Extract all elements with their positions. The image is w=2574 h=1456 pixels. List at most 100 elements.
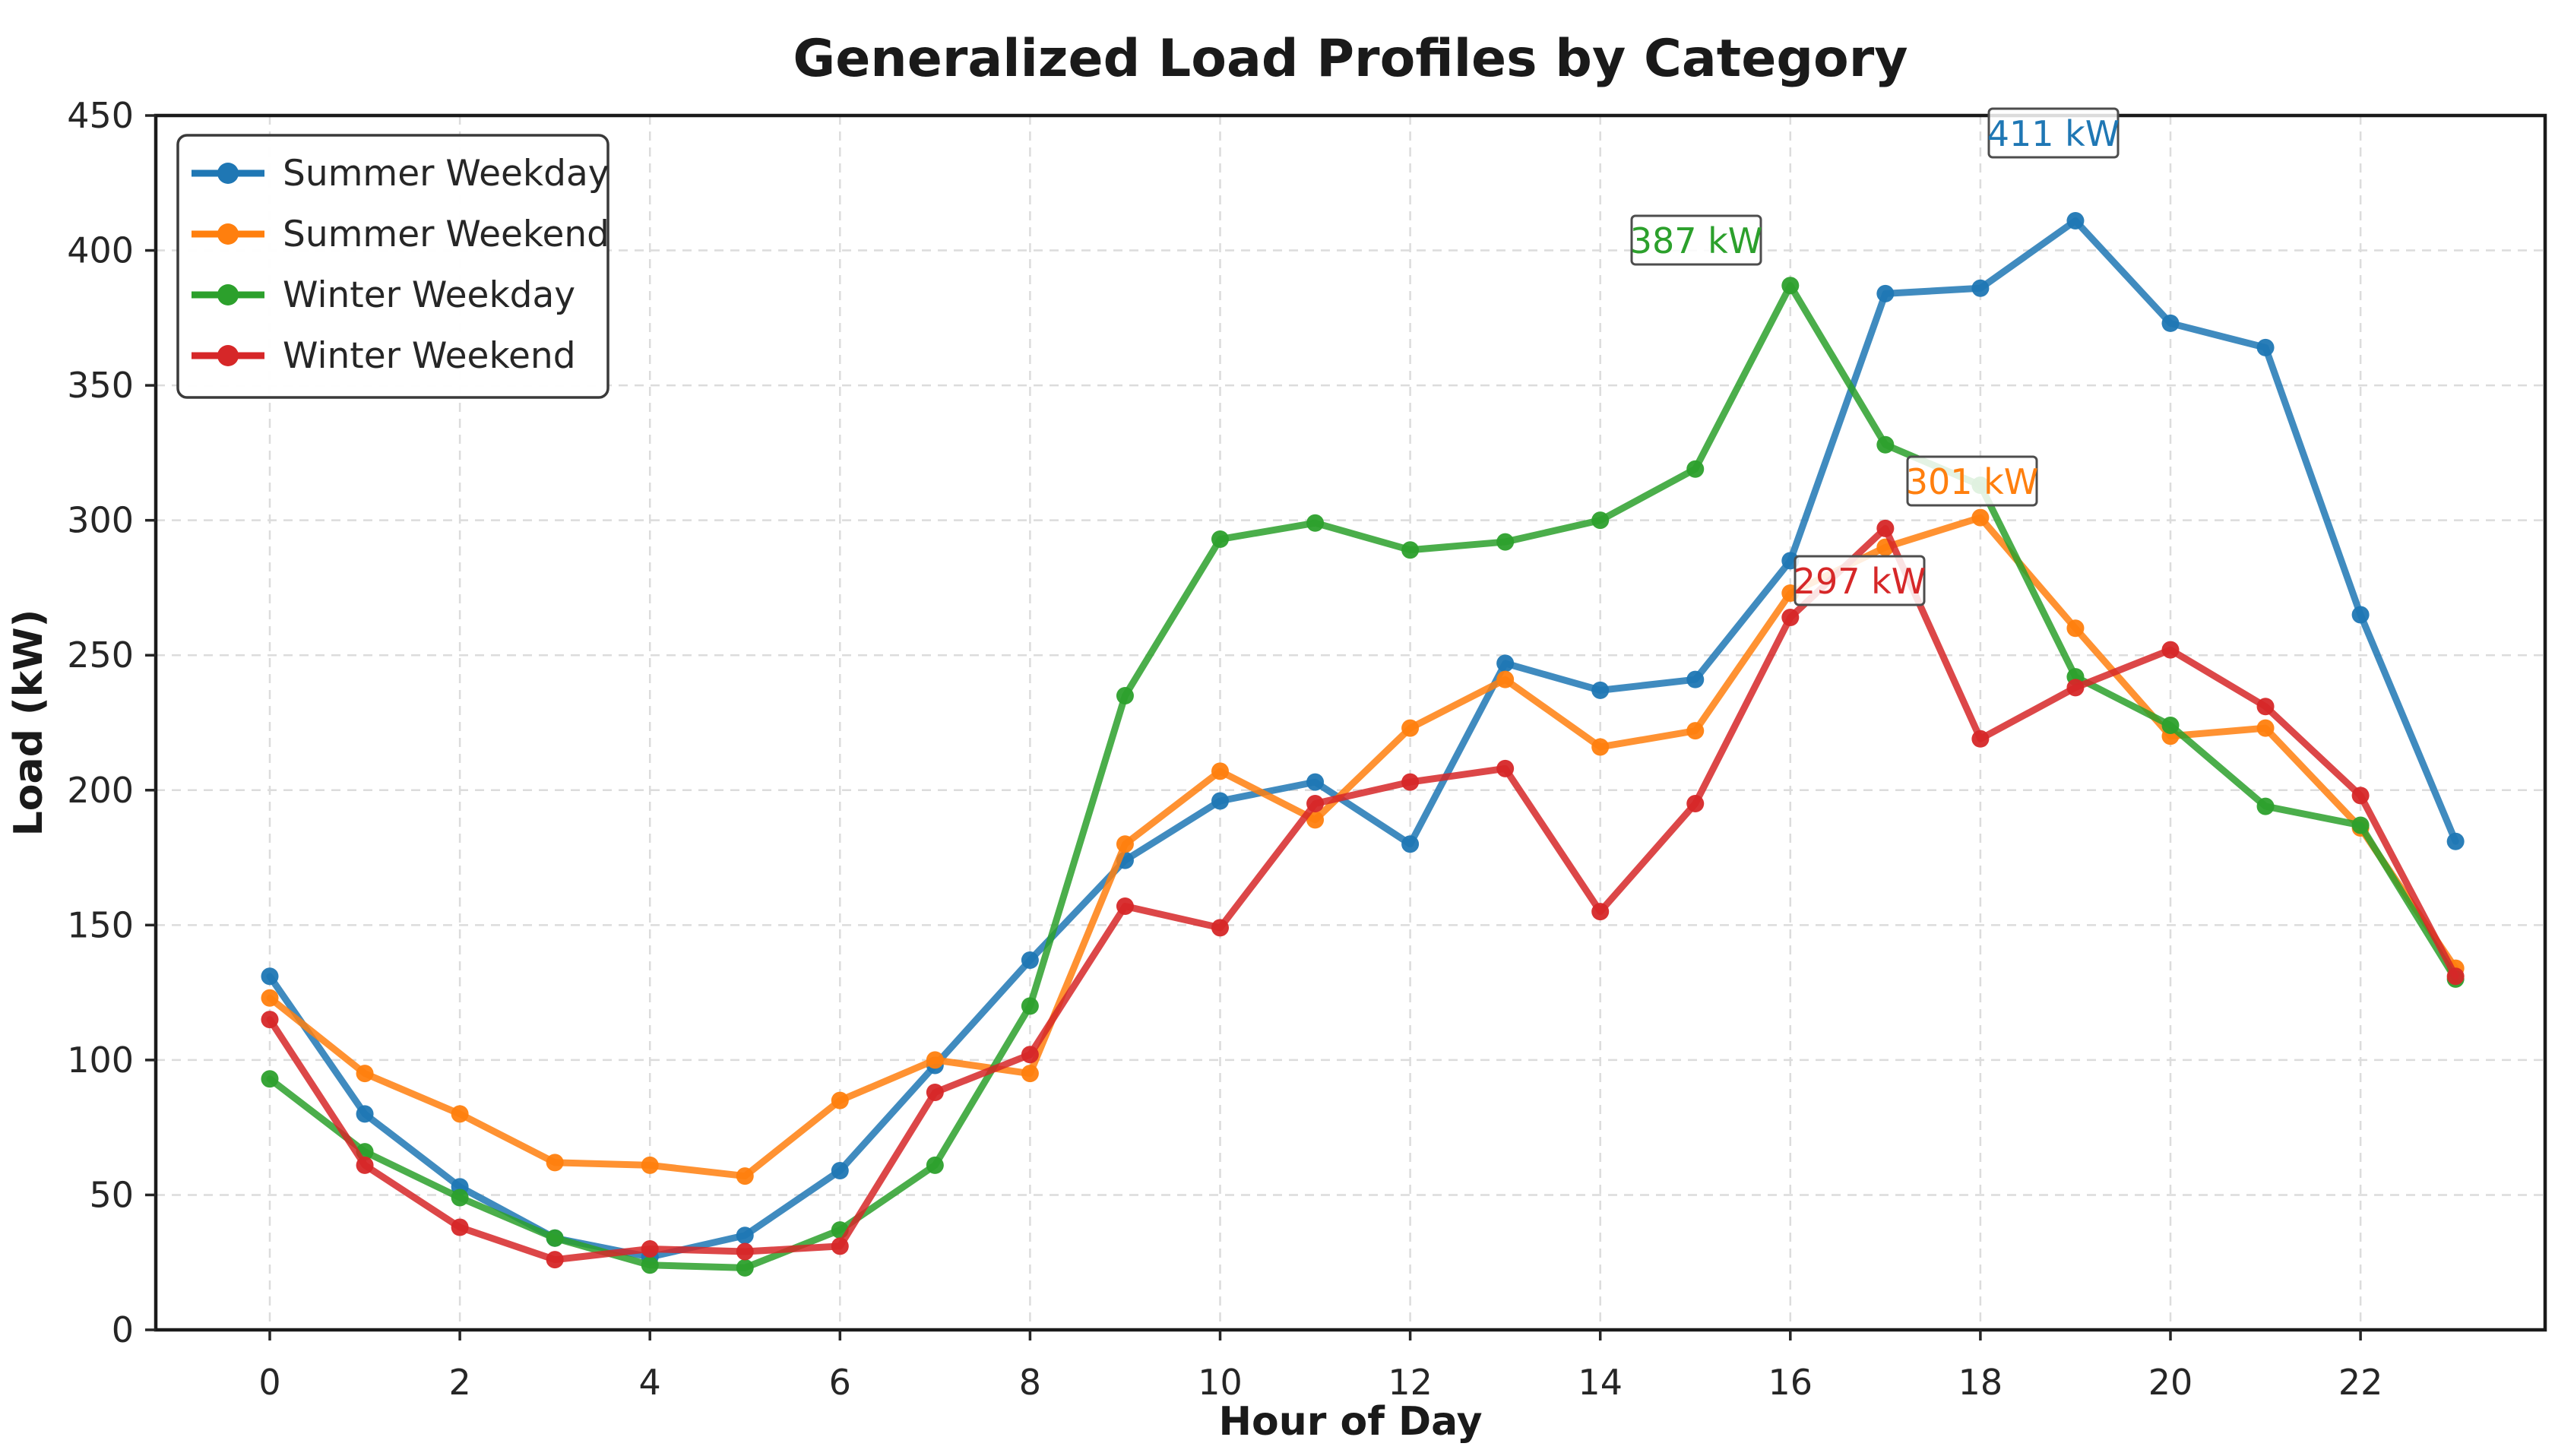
data-point [1401,719,1420,737]
y-tick-label: 50 [89,1174,134,1215]
data-point [1591,903,1610,921]
data-series [261,211,2465,1277]
series-line [266,514,2459,1180]
annotation-peak-winter-weekend: 297 kW [1794,555,1927,606]
data-point [356,1156,374,1174]
y-tick-label: 450 [67,95,134,136]
data-point [261,1070,279,1088]
data-point [1021,1065,1039,1083]
data-point [451,1218,469,1236]
data-point [1021,997,1039,1015]
legend-item-winter-weekend: Winter Weekend [192,335,576,377]
data-point [2256,797,2275,815]
legend-dot-icon [217,163,239,184]
data-point [1971,279,1990,297]
data-point [546,1154,564,1172]
y-tick-label: 200 [67,770,134,811]
x-tick-label: 20 [2148,1362,2193,1403]
data-point [1591,738,1610,756]
data-point [451,1105,469,1123]
data-point [641,1256,659,1274]
annotation-box [1794,555,1926,606]
data-point [1306,514,1325,532]
annotation-label: 411 kW [1987,113,2120,154]
data-point [831,1091,849,1109]
y-tick-label: 400 [67,230,134,271]
data-point [2066,211,2085,229]
y-tick-label: 300 [67,500,134,541]
data-point [1496,670,1515,688]
data-point [261,1011,279,1029]
y-tick-label: 0 [112,1309,134,1350]
data-point [2256,719,2275,737]
annotation-label: 387 kW [1630,220,1763,261]
legend-item-summer-weekday: Summer Weekday [192,153,609,195]
data-point [1781,609,1800,627]
data-point [2256,338,2275,356]
legend-dot-icon [217,345,239,366]
data-point [1591,511,1610,530]
data-point [1686,795,1705,813]
data-point [1116,835,1134,853]
y-tick-label: 250 [67,635,134,676]
plot-border [154,113,2547,1332]
data-point [1496,533,1515,551]
legend-item-winter-weekday: Winter Weekday [192,274,575,316]
x-tick-label: 16 [1768,1362,1813,1403]
data-point [1401,835,1420,853]
x-tick-label: 2 [448,1362,470,1403]
data-point [926,1051,944,1069]
data-point [1496,759,1515,777]
data-point [641,1239,659,1258]
data-point [356,1105,374,1123]
x-tick-label: 4 [639,1362,661,1403]
series-line [266,524,2459,1264]
data-point [736,1227,754,1245]
data-point [2161,717,2180,735]
data-point [1211,530,1229,549]
data-point [926,1156,944,1174]
data-point [641,1156,659,1174]
x-tick-label: 6 [829,1362,851,1403]
legend-dot-icon [217,223,239,245]
x-tick-label: 8 [1019,1362,1041,1403]
data-point [2161,641,2180,659]
data-point [2446,967,2465,986]
data-point [1211,762,1229,780]
data-point [1116,897,1134,915]
y-tick-label: 100 [67,1040,134,1081]
x-axis-label: Hour of Day [1218,1399,1482,1445]
axis-ticks: 0 50 100 150 200 250 300 350 400 450 0 2 4 6 8 10 12 14 16… [67,95,2382,1403]
data-point [1686,460,1705,478]
x-tick-label: 14 [1578,1362,1623,1403]
data-point [831,1237,849,1255]
x-tick-label: 12 [1388,1362,1433,1403]
y-tick-label: 150 [67,904,134,945]
annotations: 411 kW 387 kW 301 kW 297 kW [1630,107,2120,606]
data-point [2256,698,2275,716]
data-point [1781,277,1800,295]
data-point [1686,722,1705,740]
data-point [1021,1046,1039,1064]
data-point [926,1084,944,1102]
data-point [1496,654,1515,673]
data-point [1401,541,1420,559]
x-tick-label: 0 [258,1362,280,1403]
data-point [451,1189,469,1207]
data-point [736,1242,754,1261]
data-point [1971,730,1990,748]
annotation-box [1987,107,2120,159]
legend-box [176,134,609,399]
annotation-box [1906,455,2038,507]
annotation-peak-summer-weekend: 301 kW [1906,455,2038,507]
data-point [2351,606,2370,624]
legend-item-summer-weekend: Summer Weekend [192,214,609,255]
data-point [2161,314,2180,332]
annotation-peak-winter-weekday: 387 kW [1630,214,1763,266]
annotation-label: 297 kW [1794,561,1927,602]
data-point [1401,773,1420,791]
data-point [1591,681,1610,699]
data-point [2351,787,2370,805]
